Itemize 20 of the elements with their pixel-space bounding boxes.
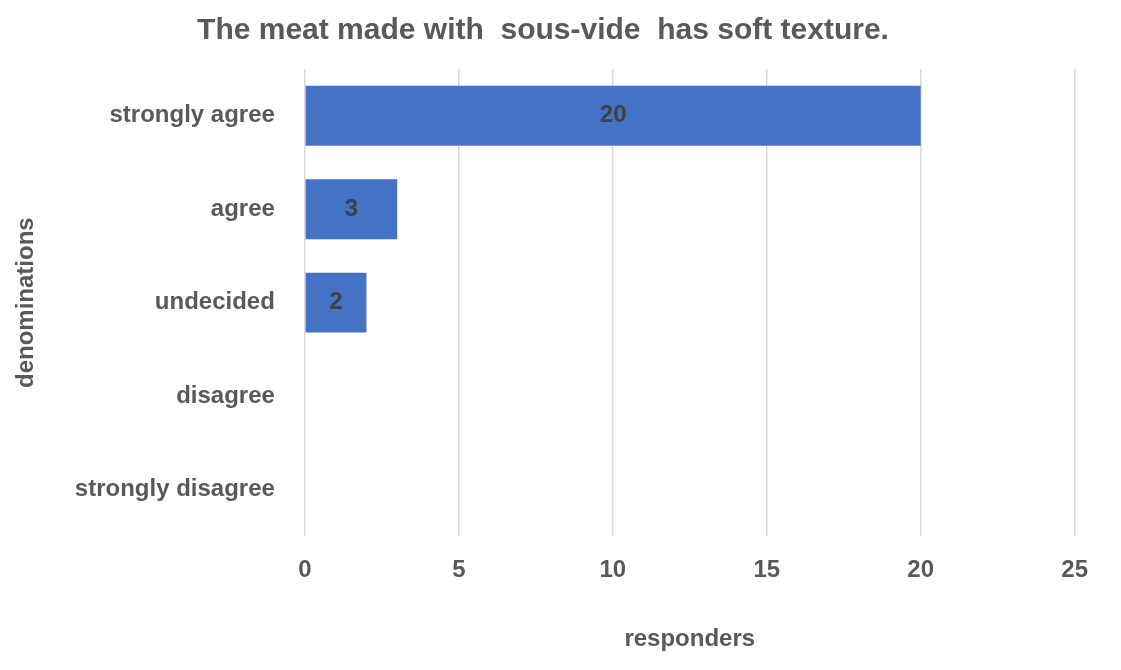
x-tick-label: 0 [298, 555, 312, 583]
y-tick-label: disagree [176, 380, 275, 408]
x-tick-label: 15 [753, 555, 781, 583]
y-axis-title: denominations [11, 217, 39, 389]
y-tick-label: strongly agree [109, 100, 275, 128]
bar [305, 179, 398, 240]
chart-title: The meat made with sous-vide has soft texture. [197, 12, 889, 46]
data-label: 3 [344, 193, 359, 221]
y-tick-label: agree [210, 193, 275, 221]
x-axis-title: responders [624, 624, 756, 652]
x-tick-label: 20 [907, 555, 935, 583]
x-tick-label: 10 [599, 555, 627, 583]
bar [305, 85, 921, 146]
x-tick-label: 25 [1061, 555, 1088, 583]
y-tick-label: strongly disagree [74, 474, 275, 502]
data-label: 2 [329, 287, 343, 315]
bar [305, 272, 367, 333]
y-tick-label: undecided [154, 287, 275, 315]
data-label: 20 [599, 100, 627, 128]
x-tick-label: 5 [452, 555, 466, 583]
